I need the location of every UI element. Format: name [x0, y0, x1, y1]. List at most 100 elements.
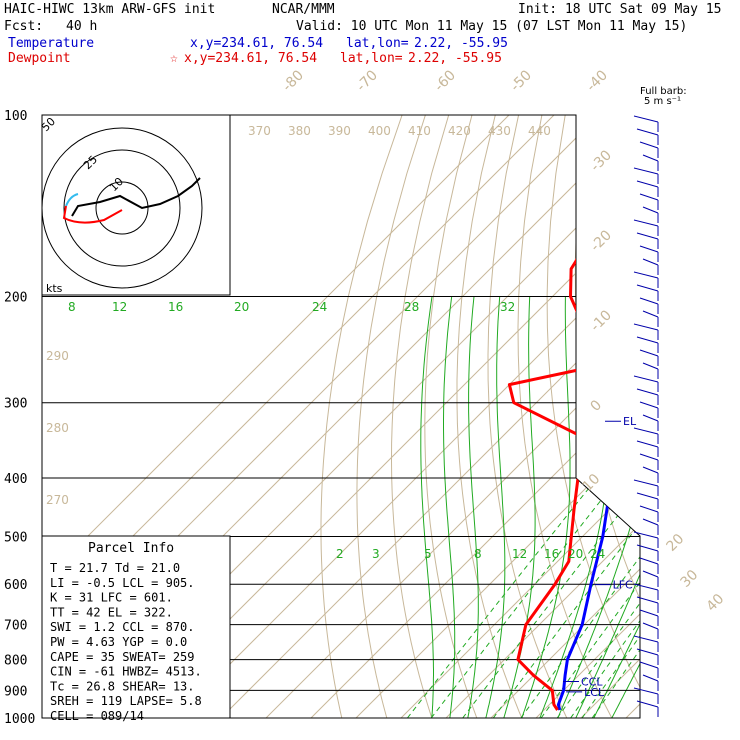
isotherm-tick-label: -50 [508, 67, 535, 94]
dry-adiabat-line [390, 115, 450, 718]
wind-barb-flag [642, 570, 659, 578]
mixing-ratio-upper-label: 32 [500, 300, 515, 314]
dry-adiabat-line [680, 115, 740, 718]
isotherm-tick-label: -80 [280, 67, 307, 94]
wind-barb-flag [636, 648, 659, 656]
isotherm-line [175, 115, 640, 718]
parcel-info-row: SWI = 1.2 CCL = 870. [50, 620, 195, 634]
wind-barb-flag [633, 427, 659, 435]
hodograph-ring [95, 181, 149, 235]
isotherm-line [220, 115, 640, 718]
wind-barb-flag [636, 336, 659, 344]
wind-barb-flag [639, 401, 659, 409]
theta-left-label: 290 [46, 349, 69, 363]
wind-barb-flag [636, 180, 659, 188]
dry-adiabat-line [655, 115, 740, 718]
level-marker-label: CCL [581, 676, 603, 689]
wind-barb-flag [633, 531, 659, 539]
dewpoint-latlon: 2.22, -55.95 [408, 51, 502, 66]
isotherm-tick-label: 0 [588, 397, 606, 415]
mixing-ratio-lower-label: 3 [372, 547, 380, 561]
mixing-ratio-upper-label: 28 [404, 300, 419, 314]
theta-left-label: 280 [46, 421, 69, 435]
moist-adiabat-line [611, 296, 640, 718]
isotherm-tick-label: -10 [588, 307, 615, 334]
wind-barb-flag [642, 414, 659, 422]
isotherm-tick-label: -20 [588, 227, 615, 254]
dewpoint-xy: x,y=234.61, 76.54 [184, 51, 317, 66]
model-title: HAIC-HIWC 13km ARW-GFS init [4, 2, 215, 17]
pressure-tick-label: 600 [4, 578, 27, 593]
dry-adiabat-line [320, 115, 403, 718]
wind-barb-flag [636, 440, 659, 448]
mixing-ratio-line [462, 296, 640, 718]
wind-barb-flag [633, 271, 659, 279]
dry-adiabat-line [517, 115, 613, 718]
wind-barb-flag [639, 661, 659, 669]
isotherm-tick-label: -40 [584, 67, 611, 94]
theta-tick-label: 400 [368, 124, 391, 138]
isotherm-tick-label: 30 [678, 567, 702, 591]
wind-barb-flag [642, 674, 659, 682]
wind-barb-flag [636, 596, 659, 604]
pressure-tick-label: 1000 [4, 712, 35, 727]
isotherm-line [445, 115, 640, 718]
theta-tick-label: 380 [288, 124, 311, 138]
parcel-info-row: LI = -0.5 LCL = 905. [50, 576, 195, 590]
mixing-ratio-line [570, 296, 640, 718]
pressure-tick-label: 300 [4, 397, 27, 412]
mixing-ratio-lower-label: 16 [544, 547, 559, 561]
valid-time: Valid: 10 UTC Mon 11 May 15 (07 LST Mon … [296, 19, 687, 34]
fcst-label: Fcst: [4, 19, 43, 34]
parcel-info-title: Parcel Info [88, 541, 174, 556]
pressure-tick-label: 500 [4, 530, 27, 545]
mixing-ratio-lower-label: 24 [590, 547, 605, 561]
wind-barb-flag [639, 453, 659, 461]
moist-adiabat-line [593, 296, 640, 718]
org-label: NCAR/MMM [272, 2, 335, 17]
wind-barb-flag [633, 375, 659, 383]
pressure-tick-label: 100 [4, 109, 27, 124]
hodograph-trace-cyan [65, 193, 79, 207]
wind-barb-flag [633, 323, 659, 331]
mixing-ratio-lower-label: 12 [512, 547, 527, 561]
theta-left-label: 270 [46, 493, 69, 507]
dry-adiabat-line [487, 115, 568, 718]
moist-adiabat-line [443, 296, 456, 718]
wind-barb-flag [642, 206, 659, 214]
wind-barb-flag [633, 687, 659, 695]
isotherm-line [355, 115, 640, 718]
wind-barb-flag [642, 154, 659, 162]
theta-tick-label: 390 [328, 124, 351, 138]
mixing-ratio-lower-label: 8 [474, 547, 482, 561]
wind-barb-flag [642, 622, 659, 630]
hodograph-trace-black [71, 177, 201, 217]
wind-barb-flag [636, 492, 659, 500]
wind-barb-flag [639, 193, 659, 201]
mixing-ratio-lower-label: 20 [568, 547, 583, 561]
barb-key-line2: 5 m s⁻¹ [644, 96, 681, 107]
parcel-info-row: PW = 4.63 YGP = 0.0 [50, 635, 187, 649]
isotherm-tick-label: -60 [432, 67, 459, 94]
dewpoint-star-icon: ☆ [170, 51, 178, 66]
mixing-ratio-line [581, 296, 640, 718]
wind-barb-flag [636, 388, 659, 396]
hodograph-ring [63, 149, 181, 267]
isotherm-line [671, 115, 740, 718]
mixing-ratio-line [407, 296, 640, 718]
parcel-info-row: T = 21.7 Td = 21.0 [50, 561, 180, 575]
isotherm-tick-label: -70 [354, 67, 381, 94]
mixing-ratio-upper-label: 12 [112, 300, 127, 314]
pressure-tick-label: 700 [4, 619, 27, 634]
wind-barb-flag [639, 245, 659, 253]
dry-adiabat-line [424, 115, 478, 718]
theta-tick-label: 410 [408, 124, 431, 138]
mixing-ratio-line [591, 296, 640, 718]
hodograph-ring [41, 127, 203, 289]
pressure-tick-label: 900 [4, 684, 27, 699]
init-time: Init: 18 UTC Sat 09 May 15 [518, 2, 722, 17]
mixing-ratio-upper-label: 24 [312, 300, 327, 314]
isotherm-line [265, 115, 640, 718]
mixing-ratio-upper-label: 8 [68, 300, 76, 314]
